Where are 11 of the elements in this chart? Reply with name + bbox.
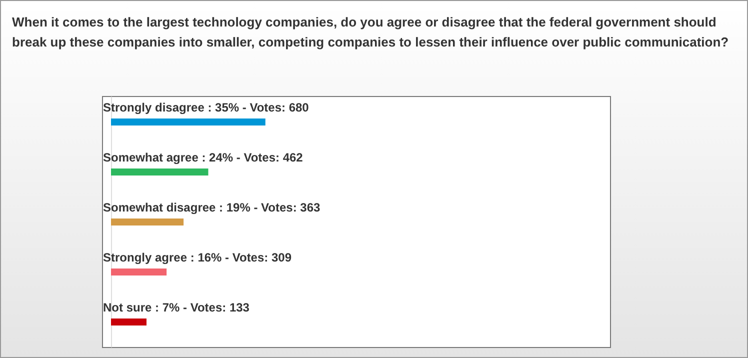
text: When it comes to the largest technology companies, do you agree or disagree that the federal government should break up these companies into smaller, competing companies to lessen their influence over public communication?: [12, 14, 729, 50]
y-tick-label: Somewhat disagree : 19% - Votes: 363: [103, 200, 321, 214]
bar: [111, 218, 184, 226]
y-tick-label: Somewhat agree : 24% - Votes: 462: [103, 150, 304, 164]
bar: [111, 118, 266, 126]
y-tick-label: Not sure : 7% - Votes: 133: [103, 300, 250, 314]
bar: [111, 268, 167, 276]
y-tick-label: Strongly agree : 16% - Votes: 309: [103, 250, 292, 264]
bar: [111, 168, 208, 176]
bar: [111, 318, 147, 326]
y-tick-label: Strongly disagree : 35% - Votes: 680: [103, 100, 310, 114]
